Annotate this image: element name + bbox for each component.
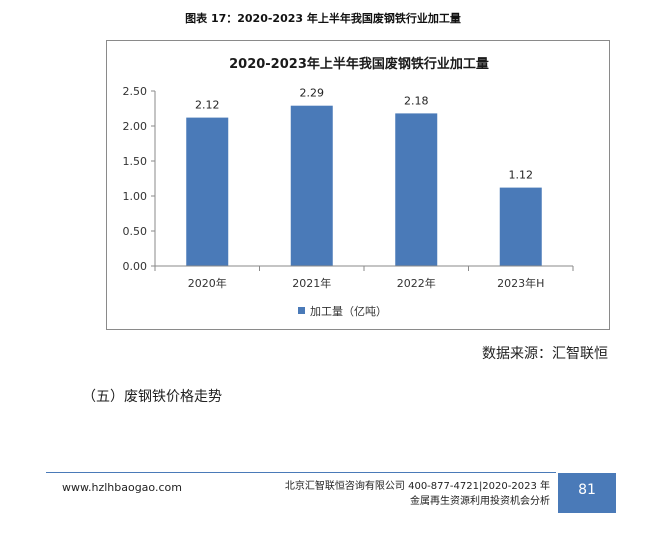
bar bbox=[290, 105, 333, 266]
bar bbox=[499, 187, 542, 266]
bar-value-label: 1.12 bbox=[509, 169, 534, 182]
y-tick-label: 0.00 bbox=[123, 260, 148, 273]
footer-divider bbox=[46, 472, 556, 473]
figure-caption: 图表 17：2020-2023 年上半年我国废钢铁行业加工量 bbox=[185, 12, 461, 25]
chart-frame: 2020-2023年上半年我国废钢铁行业加工量 0.00 0.50 1.00 1.50… bbox=[106, 40, 610, 330]
y-tick-label: 1.00 bbox=[123, 190, 148, 203]
bar bbox=[395, 113, 438, 267]
legend-label: 加工量（亿吨） bbox=[310, 305, 387, 318]
category-label: 2020年 bbox=[188, 276, 227, 290]
y-tick-label: 0.50 bbox=[123, 225, 148, 238]
footer-report-title: 金属再生资源利用投资机会分析 bbox=[410, 496, 550, 507]
footer-company-line: 北京汇智联恒咨询有限公司 400-877-4721|2020-2023 年 bbox=[284, 481, 550, 492]
section-heading: （五）废钢铁价格走势 bbox=[82, 389, 222, 405]
legend: 加工量（亿吨） bbox=[298, 305, 387, 318]
y-tick-label: 1.50 bbox=[123, 155, 148, 168]
bar bbox=[186, 117, 229, 266]
bar-chart: 2020-2023年上半年我国废钢铁行业加工量 0.00 0.50 1.00 1.50… bbox=[123, 56, 574, 318]
footer-info: 北京汇智联恒咨询有限公司 400-877-4721|2020-2023 年 金属… bbox=[285, 479, 550, 509]
bars: 2.12 2.29 2.18 1.12 bbox=[186, 87, 542, 267]
y-axis: 0.00 0.50 1.00 1.50 2.00 2.50 bbox=[123, 85, 156, 273]
category-label: 2021年 bbox=[292, 276, 331, 290]
data-source: 数据来源：汇智联恒 bbox=[482, 346, 608, 362]
y-tick-label: 2.00 bbox=[123, 120, 148, 133]
page-number: 81 bbox=[558, 473, 616, 513]
category-label: 2023年H bbox=[497, 276, 544, 290]
x-axis-labels: 2020年 2021年 2022年 2023年H bbox=[154, 265, 574, 290]
chart-title: 2020-2023年上半年我国废钢铁行业加工量 bbox=[229, 56, 489, 72]
category-label: 2022年 bbox=[397, 276, 436, 290]
y-tick-label: 2.50 bbox=[123, 85, 148, 98]
footer-url[interactable]: www.hzlhbaogao.com bbox=[62, 481, 182, 494]
legend-swatch bbox=[298, 307, 305, 314]
bar-value-label: 2.18 bbox=[404, 94, 429, 107]
bar-value-label: 2.12 bbox=[195, 99, 220, 112]
bar-value-label: 2.29 bbox=[300, 87, 325, 100]
